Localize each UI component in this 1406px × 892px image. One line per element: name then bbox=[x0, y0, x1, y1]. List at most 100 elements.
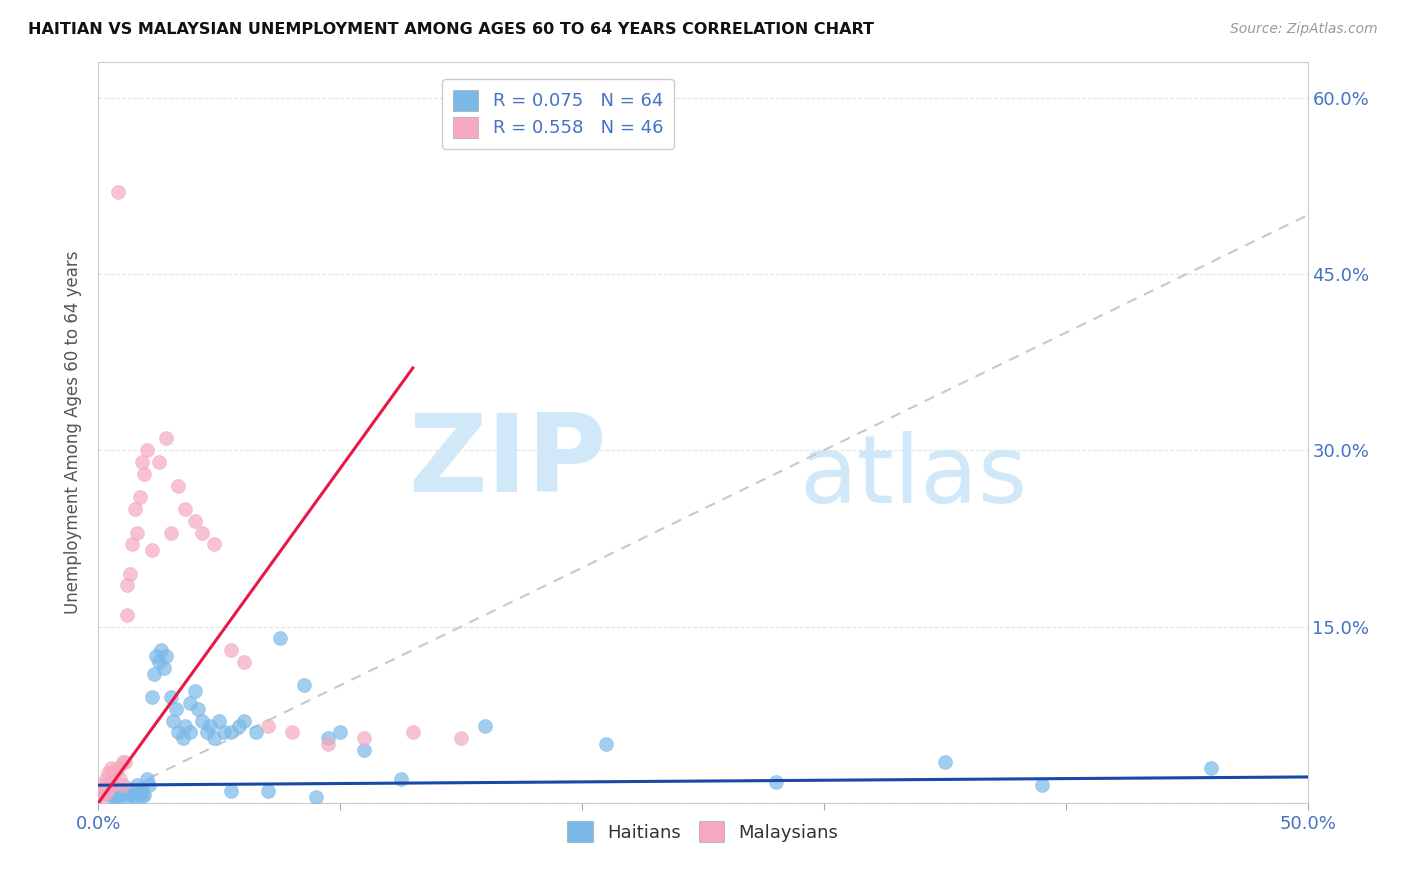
Point bbox=[104, 766, 127, 780]
Point bbox=[232, 655, 254, 669]
Text: Source: ZipAtlas.com: Source: ZipAtlas.com bbox=[1230, 22, 1378, 37]
Point bbox=[111, 755, 134, 769]
Point bbox=[91, 778, 114, 792]
Point bbox=[198, 719, 221, 733]
Point bbox=[162, 714, 184, 728]
Point bbox=[160, 690, 183, 704]
Point bbox=[174, 719, 197, 733]
Text: ZIP: ZIP bbox=[408, 409, 606, 516]
Point bbox=[155, 648, 177, 663]
Point bbox=[134, 788, 156, 802]
Point bbox=[389, 772, 412, 787]
Point bbox=[204, 537, 226, 551]
Point bbox=[134, 467, 156, 481]
Point bbox=[104, 763, 127, 777]
Point bbox=[167, 478, 190, 492]
Point bbox=[101, 770, 124, 784]
Point bbox=[100, 774, 122, 789]
Point bbox=[118, 781, 141, 796]
Point bbox=[128, 786, 150, 800]
Point bbox=[1199, 760, 1222, 774]
Point bbox=[135, 443, 157, 458]
Point bbox=[104, 781, 127, 796]
Point bbox=[184, 684, 207, 698]
Point bbox=[305, 789, 328, 804]
Point bbox=[114, 755, 136, 769]
Point bbox=[117, 578, 139, 592]
Point bbox=[195, 725, 218, 739]
Point bbox=[124, 789, 146, 804]
Point bbox=[179, 696, 201, 710]
Point bbox=[934, 755, 956, 769]
Point bbox=[353, 743, 375, 757]
Point bbox=[281, 725, 304, 739]
Point bbox=[117, 607, 139, 622]
Point bbox=[97, 781, 120, 796]
Point bbox=[114, 786, 136, 800]
Point bbox=[104, 789, 127, 804]
Point bbox=[100, 789, 122, 803]
Point bbox=[402, 725, 425, 739]
Point bbox=[221, 725, 243, 739]
Point bbox=[91, 784, 114, 798]
Point bbox=[269, 632, 291, 646]
Point bbox=[191, 714, 214, 728]
Point bbox=[127, 778, 149, 792]
Point bbox=[155, 432, 177, 446]
Point bbox=[165, 702, 187, 716]
Point bbox=[121, 537, 143, 551]
Point bbox=[118, 566, 141, 581]
Point bbox=[135, 772, 157, 787]
Point bbox=[107, 788, 129, 802]
Point bbox=[138, 778, 160, 792]
Point bbox=[1031, 778, 1053, 792]
Point bbox=[91, 784, 114, 798]
Point bbox=[108, 789, 131, 804]
Point bbox=[329, 725, 352, 739]
Point bbox=[111, 784, 134, 798]
Point bbox=[167, 725, 190, 739]
Point bbox=[100, 760, 122, 774]
Text: atlas: atlas bbox=[800, 431, 1028, 523]
Point bbox=[595, 737, 617, 751]
Point bbox=[150, 643, 173, 657]
Point bbox=[121, 788, 143, 802]
Point bbox=[107, 760, 129, 774]
Point bbox=[101, 778, 124, 792]
Y-axis label: Unemployment Among Ages 60 to 64 years: Unemployment Among Ages 60 to 64 years bbox=[65, 251, 83, 615]
Point bbox=[179, 725, 201, 739]
Point bbox=[97, 766, 120, 780]
Point bbox=[141, 690, 163, 704]
Point bbox=[90, 789, 112, 804]
Point bbox=[160, 525, 183, 540]
Point bbox=[107, 185, 129, 199]
Point bbox=[221, 784, 243, 798]
Point bbox=[256, 784, 278, 798]
Point bbox=[765, 774, 787, 789]
Point bbox=[232, 714, 254, 728]
Point bbox=[187, 702, 209, 716]
Point bbox=[208, 714, 231, 728]
Point bbox=[450, 731, 472, 746]
Legend: Haitians, Malaysians: Haitians, Malaysians bbox=[560, 814, 846, 849]
Point bbox=[174, 502, 197, 516]
Text: HAITIAN VS MALAYSIAN UNEMPLOYMENT AMONG AGES 60 TO 64 YEARS CORRELATION CHART: HAITIAN VS MALAYSIAN UNEMPLOYMENT AMONG … bbox=[28, 22, 875, 37]
Point bbox=[94, 786, 117, 800]
Point bbox=[131, 455, 153, 469]
Point bbox=[131, 789, 153, 803]
Point bbox=[256, 719, 278, 733]
Point bbox=[474, 719, 496, 733]
Point bbox=[108, 772, 131, 787]
Point bbox=[191, 525, 214, 540]
Point bbox=[172, 731, 194, 746]
Point bbox=[128, 490, 150, 504]
Point bbox=[212, 725, 235, 739]
Point bbox=[94, 786, 117, 800]
Point bbox=[141, 543, 163, 558]
Point bbox=[353, 731, 375, 746]
Point bbox=[124, 502, 146, 516]
Point bbox=[292, 678, 315, 692]
Point bbox=[204, 731, 226, 746]
Point bbox=[228, 719, 250, 733]
Point bbox=[245, 725, 267, 739]
